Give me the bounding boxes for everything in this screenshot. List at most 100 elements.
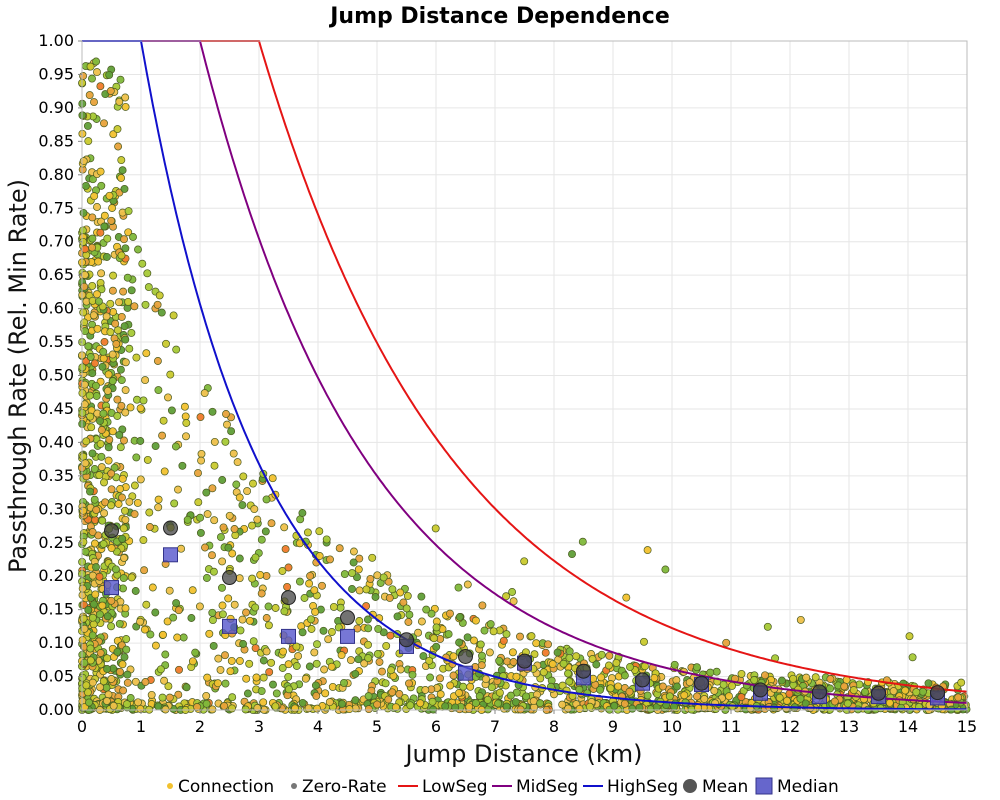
scatter-point	[163, 617, 172, 626]
scatter-point	[610, 701, 619, 710]
mean-marker	[399, 632, 414, 648]
scatter-point	[478, 651, 486, 660]
scatter-point	[195, 602, 204, 611]
scatter-point	[267, 658, 276, 667]
scatter-point	[88, 449, 97, 458]
scatter-point	[80, 380, 89, 389]
scatter-point	[117, 156, 126, 165]
scatter-point	[575, 704, 584, 713]
scatter-point	[91, 381, 100, 390]
scatter-point	[121, 515, 130, 524]
scatter-point	[256, 570, 265, 579]
scatter-point	[455, 613, 464, 621]
scatter-point	[335, 544, 344, 553]
scatter-point	[463, 633, 472, 642]
scatter-point	[292, 662, 301, 670]
scatter-point	[230, 600, 239, 609]
legend-label: Median	[777, 777, 839, 797]
scatter-point	[81, 181, 90, 190]
scatter-point	[97, 181, 106, 190]
scatter-point	[100, 478, 108, 487]
scatter-point	[214, 654, 223, 663]
scatter-point	[95, 572, 104, 581]
scatter-point	[303, 528, 312, 537]
scatter-point	[141, 300, 150, 309]
scatter-point	[121, 408, 130, 417]
scatter-point	[325, 698, 334, 707]
scatter-point	[108, 377, 117, 385]
scatter-point	[103, 234, 112, 243]
scatter-point	[719, 680, 728, 689]
scatter-point	[107, 544, 116, 553]
scatter-point	[160, 467, 169, 476]
scatter-point	[130, 481, 139, 490]
scatter-point	[172, 599, 181, 608]
scatter-point	[620, 671, 629, 680]
scatter-point	[123, 273, 132, 282]
scatter-point	[670, 660, 679, 669]
scatter-point	[104, 443, 113, 452]
median-marker	[163, 547, 178, 563]
scatter-point	[227, 656, 236, 665]
scatter-point	[226, 667, 235, 676]
scatter-point	[89, 620, 98, 629]
scatter-point	[98, 362, 107, 371]
y-tick-label: 0.30	[38, 499, 74, 518]
scatter-point	[712, 667, 721, 676]
scatter-point	[116, 667, 124, 676]
scatter-point	[381, 679, 390, 688]
scatter-point	[279, 647, 288, 656]
legend-label: Mean	[702, 777, 748, 797]
scatter-point	[300, 594, 309, 602]
scatter-point	[495, 688, 504, 697]
scatter-point	[164, 682, 173, 691]
scatter-point	[141, 678, 150, 686]
scatter-point	[88, 234, 97, 243]
scatter-point	[481, 675, 490, 684]
scatter-point	[218, 476, 227, 484]
scatter-point	[104, 370, 113, 379]
scatter-point	[86, 353, 95, 361]
scatter-point	[508, 648, 517, 657]
scatter-point	[119, 524, 128, 533]
scatter-point	[79, 72, 88, 80]
scatter-point	[145, 523, 154, 531]
scatter-point	[685, 678, 694, 687]
scatter-point	[123, 700, 131, 709]
scatter-point	[386, 631, 395, 640]
scatter-point	[575, 685, 584, 694]
scatter-point	[159, 416, 168, 425]
scatter-point	[118, 474, 127, 483]
scatter-point	[548, 660, 557, 669]
legend-label: HighSeg	[607, 777, 678, 797]
scatter-point	[431, 524, 440, 533]
scatter-point	[558, 700, 567, 709]
scatter-point	[79, 614, 88, 623]
scatter-point	[208, 616, 217, 625]
scatter-point	[446, 681, 455, 690]
scatter-point	[475, 692, 484, 701]
x-tick-label: 8	[549, 717, 559, 736]
scatter-point	[340, 678, 348, 687]
scatter-point	[355, 586, 364, 595]
scatter-point	[208, 608, 217, 617]
scatter-point	[444, 630, 453, 639]
scatter-point	[89, 600, 98, 609]
scatter-point	[82, 681, 91, 690]
scatter-point	[351, 696, 360, 705]
scatter-point	[321, 689, 330, 698]
scatter-point	[830, 697, 839, 706]
scatter-point	[565, 677, 574, 686]
scatter-point	[115, 298, 123, 307]
scatter-point	[826, 675, 835, 683]
median-marker	[281, 628, 296, 644]
y-tick-label: 0.05	[38, 667, 74, 686]
scatter-point	[763, 622, 772, 631]
scatter-point	[414, 628, 423, 637]
scatter-point	[85, 91, 94, 100]
scatter-point	[373, 700, 382, 709]
scatter-point	[242, 608, 250, 617]
scatter-point	[138, 259, 147, 268]
scatter-point	[162, 339, 170, 348]
scatter-point	[750, 676, 759, 684]
